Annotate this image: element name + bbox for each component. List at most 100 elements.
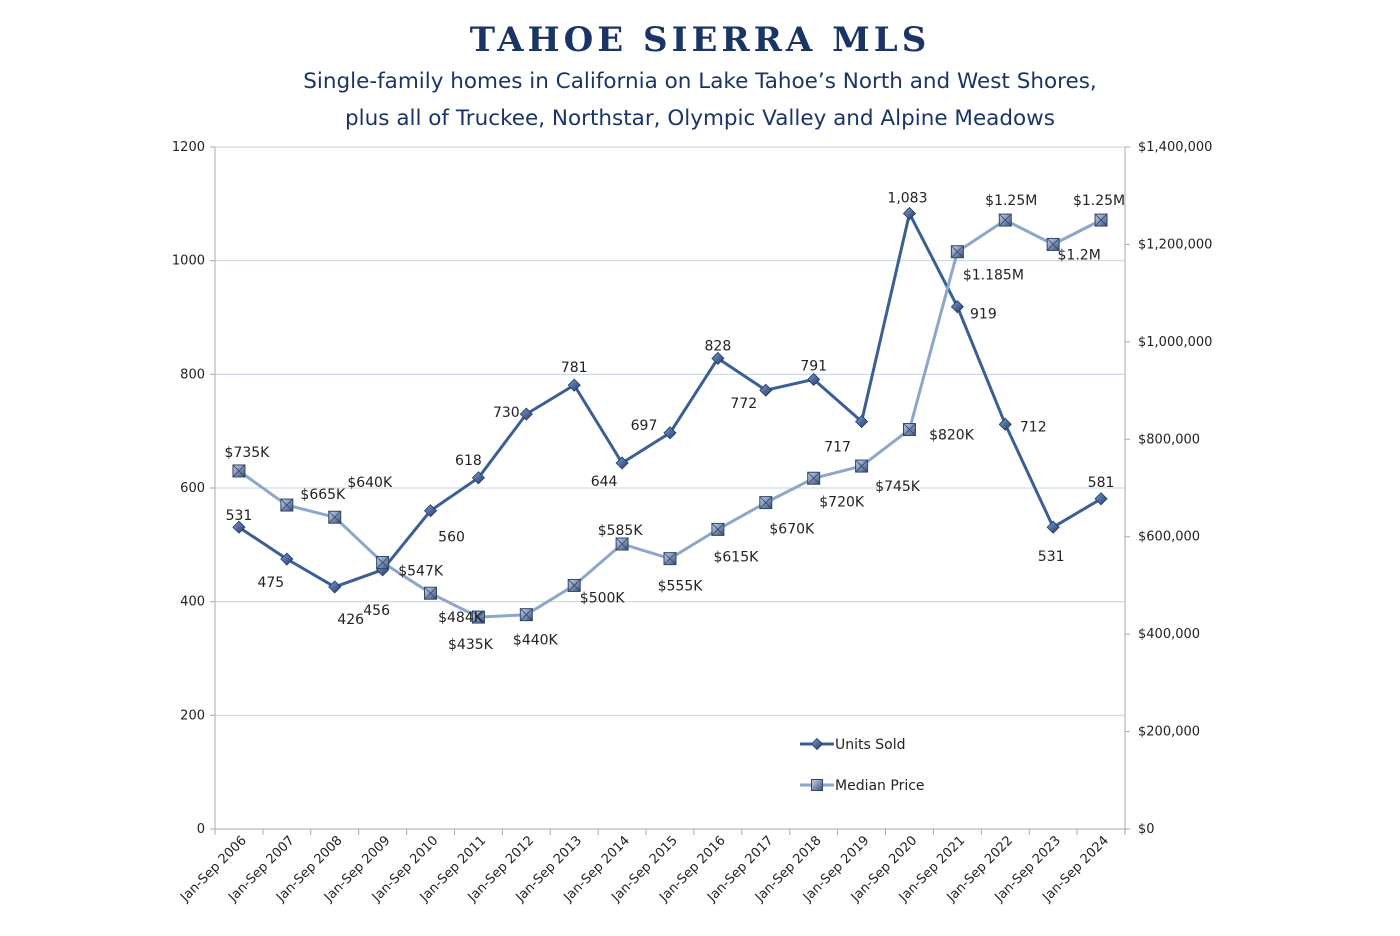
units-sold-point[interactable] <box>950 300 964 314</box>
right-tick-label: $1,000,000 <box>1138 335 1212 350</box>
median-price-data-label: $720K <box>819 494 865 510</box>
left-tick-label: 400 <box>180 595 205 610</box>
median-price-point-bevel <box>424 586 437 600</box>
median-price-point-bevel <box>472 610 485 624</box>
units-sold-point[interactable] <box>328 580 342 594</box>
median-price-point-bevel <box>759 496 773 509</box>
units-sold-data-label: 919 <box>970 307 997 323</box>
left-tick-label: 0 <box>197 822 205 837</box>
units-sold-data-label: 730 <box>493 405 520 421</box>
median-price-point-bevel <box>1046 238 1060 251</box>
legend-units-marker <box>810 737 824 751</box>
units-sold-point[interactable] <box>1094 492 1108 506</box>
gridlines <box>215 146 1125 716</box>
median-price-data-label: $435K <box>448 637 494 653</box>
legend-price-marker <box>811 779 823 791</box>
median-price-data-label: $1.2M <box>1058 247 1101 263</box>
left-tick-label: 200 <box>180 708 205 723</box>
units-sold-data-label: 697 <box>631 418 658 434</box>
units-sold-data-label: 531 <box>226 508 253 524</box>
units-sold-point[interactable] <box>663 426 677 440</box>
median-price-point-bevel <box>328 510 342 524</box>
units-sold-point[interactable] <box>711 351 725 365</box>
left-tick-label: 1000 <box>172 254 205 269</box>
units-sold-point[interactable] <box>855 414 869 429</box>
right-tick-label: $400,000 <box>1138 627 1200 642</box>
median-price-data-label: $585K <box>598 523 644 539</box>
units-sold-point[interactable] <box>471 471 485 485</box>
units-sold-data-label: 475 <box>257 575 284 591</box>
median-price-point-bevel <box>807 471 820 485</box>
units-sold-data-label: 560 <box>438 530 465 546</box>
median-price-point-bevel <box>903 423 916 436</box>
median-price-point-bevel <box>951 245 964 259</box>
units-sold-point[interactable] <box>423 504 438 518</box>
median-price-data-label: $1.185M <box>963 268 1024 284</box>
right-tick-label: $200,000 <box>1138 725 1200 740</box>
units-sold-point[interactable] <box>902 206 917 221</box>
units-sold-data-label: 828 <box>705 338 732 354</box>
units-sold-point[interactable] <box>232 520 246 534</box>
median-price-data-label: $440K <box>513 633 559 649</box>
units-sold-data-label: 1,083 <box>887 190 927 206</box>
units-sold-data-label: 781 <box>561 360 588 376</box>
median-price-point-bevel <box>280 498 294 512</box>
median-price-point-bevel <box>232 464 246 478</box>
units-sold-data-label: 772 <box>730 396 757 412</box>
units-sold-data-label: 581 <box>1088 475 1115 491</box>
median-price-point-bevel <box>1094 213 1108 227</box>
units-sold-data-label: 717 <box>824 440 851 456</box>
units-sold-data-label: 531 <box>1038 549 1065 565</box>
right-tick-label: $600,000 <box>1138 530 1200 545</box>
median-price-data-label: $547K <box>398 564 444 580</box>
legend-label: Units Sold <box>835 737 905 753</box>
units-sold-point[interactable] <box>615 456 629 470</box>
median-price-point-bevel <box>520 608 533 621</box>
units-sold-point[interactable] <box>759 383 773 397</box>
left-tick-label: 1200 <box>172 140 205 155</box>
left-tick-label: 800 <box>180 367 205 382</box>
median-price-data-label: $500K <box>580 590 626 606</box>
left-axis-ticks: 0 200 400 600 800 1000 1200 <box>172 140 215 837</box>
legend-label: Median Price <box>835 778 925 794</box>
median-price-data-label: $820K <box>929 428 975 444</box>
median-price-point-bevel <box>663 552 677 565</box>
right-tick-label: $1,200,000 <box>1138 237 1212 252</box>
chart-subtitle-line-2: plus all of Truckee, Northstar, Olympic … <box>345 106 1055 131</box>
units-sold-point[interactable] <box>1046 520 1060 534</box>
median-price-data-label: $615K <box>713 549 759 565</box>
units-sold-data-label: 618 <box>455 453 482 469</box>
chart-title: TAHOE SIERRA MLS <box>469 20 931 60</box>
median-price-data-label: $1.25M <box>985 193 1037 209</box>
median-price-data-label: $555K <box>658 579 704 595</box>
chart-subtitle-line-1: Single-family homes in California on Lak… <box>303 69 1097 94</box>
right-tick-label: $0 <box>1138 822 1155 837</box>
units-sold-point[interactable] <box>280 552 294 566</box>
median-price-point-bevel <box>855 459 868 473</box>
median-price-point-bevel <box>567 579 581 592</box>
median-price-point-bevel <box>998 213 1012 227</box>
median-price-point-bevel <box>711 523 725 536</box>
units-sold-data-label: 712 <box>1020 419 1047 435</box>
median-price-data-label: $735K <box>225 445 271 461</box>
legend: Units Sold Median Price <box>800 737 925 794</box>
units-sold-data-label: 791 <box>800 358 827 374</box>
series <box>232 206 1108 624</box>
units-sold-point[interactable] <box>807 372 821 387</box>
median-price-data-label: $640K <box>347 475 393 491</box>
median-price-data-label: $670K <box>769 522 815 538</box>
left-tick-label: 600 <box>180 481 205 496</box>
units-sold-point[interactable] <box>567 378 581 392</box>
units-sold-point[interactable] <box>998 417 1012 431</box>
units-sold-data-label: 456 <box>363 603 390 619</box>
median-price-point-bevel <box>376 556 389 569</box>
right-tick-label: $800,000 <box>1138 432 1200 447</box>
units-sold-data-label: 644 <box>591 474 618 490</box>
units-sold-data-label: 426 <box>337 612 364 628</box>
median-price-data-label: $1.25M <box>1073 193 1125 209</box>
units-sold-point[interactable] <box>519 407 533 421</box>
median-price-data-label: $665K <box>300 487 346 503</box>
